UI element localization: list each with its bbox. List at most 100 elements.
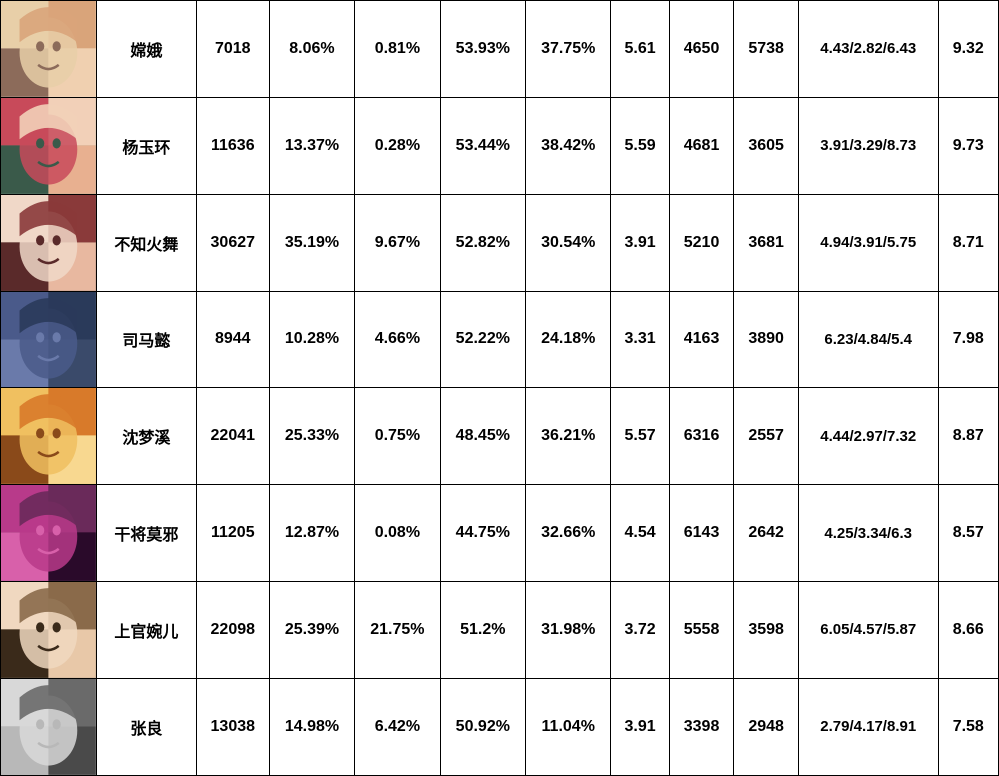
hero-avatar [1, 485, 96, 581]
stat-9: 4.43/2.82/6.43 [798, 1, 938, 98]
stat-2: 8.06% [269, 1, 354, 98]
hero-avatar-cell [1, 194, 97, 291]
stat-4: 53.93% [440, 1, 525, 98]
stat-9: 4.44/2.97/7.32 [798, 388, 938, 485]
hero-name: 干将莫邪 [96, 485, 196, 582]
stat-9: 4.25/3.34/6.3 [798, 485, 938, 582]
stat-6: 5.61 [611, 1, 669, 98]
stat-4: 50.92% [440, 678, 525, 775]
stat-8: 2948 [734, 678, 799, 775]
hero-name: 杨玉环 [96, 97, 196, 194]
stat-7: 4681 [669, 97, 734, 194]
stat-10: 8.87 [938, 388, 998, 485]
hero-avatar [1, 195, 96, 291]
stat-3: 6.42% [355, 678, 440, 775]
stat-10: 9.32 [938, 1, 998, 98]
stat-4: 44.75% [440, 485, 525, 582]
hero-name: 司马懿 [96, 291, 196, 388]
stat-2: 25.39% [269, 582, 354, 679]
stat-1: 11205 [196, 485, 269, 582]
hero-avatar [1, 98, 96, 194]
stat-3: 21.75% [355, 582, 440, 679]
stat-3: 4.66% [355, 291, 440, 388]
stat-3: 0.81% [355, 1, 440, 98]
stat-4: 48.45% [440, 388, 525, 485]
stat-9: 6.05/4.57/5.87 [798, 582, 938, 679]
stat-6: 5.59 [611, 97, 669, 194]
hero-avatar [1, 679, 96, 775]
stat-1: 13038 [196, 678, 269, 775]
hero-name: 张良 [96, 678, 196, 775]
stat-1: 8944 [196, 291, 269, 388]
stat-5: 36.21% [526, 388, 611, 485]
stat-5: 32.66% [526, 485, 611, 582]
stat-8: 3681 [734, 194, 799, 291]
stat-6: 3.72 [611, 582, 669, 679]
hero-name: 上官婉儿 [96, 582, 196, 679]
stat-1: 22098 [196, 582, 269, 679]
stat-7: 6316 [669, 388, 734, 485]
stat-6: 5.57 [611, 388, 669, 485]
stat-10: 7.58 [938, 678, 998, 775]
hero-stats-table: 嫦娥70188.06%0.81%53.93%37.75%5.6146505738… [0, 0, 999, 776]
stat-6: 3.31 [611, 291, 669, 388]
stat-2: 14.98% [269, 678, 354, 775]
stat-5: 30.54% [526, 194, 611, 291]
stat-8: 5738 [734, 1, 799, 98]
stat-9: 6.23/4.84/5.4 [798, 291, 938, 388]
hero-avatar-cell [1, 582, 97, 679]
stat-9: 3.91/3.29/8.73 [798, 97, 938, 194]
stat-7: 5558 [669, 582, 734, 679]
hero-name: 沈梦溪 [96, 388, 196, 485]
stat-5: 38.42% [526, 97, 611, 194]
stat-2: 13.37% [269, 97, 354, 194]
stat-7: 3398 [669, 678, 734, 775]
stat-2: 25.33% [269, 388, 354, 485]
table-row: 沈梦溪2204125.33%0.75%48.45%36.21%5.5763162… [1, 388, 999, 485]
stat-3: 9.67% [355, 194, 440, 291]
hero-name: 不知火舞 [96, 194, 196, 291]
hero-name: 嫦娥 [96, 1, 196, 98]
stat-7: 5210 [669, 194, 734, 291]
stat-7: 4650 [669, 1, 734, 98]
stat-3: 0.28% [355, 97, 440, 194]
stat-3: 0.75% [355, 388, 440, 485]
stat-2: 35.19% [269, 194, 354, 291]
hero-avatar [1, 292, 96, 388]
stat-4: 51.2% [440, 582, 525, 679]
stat-7: 6143 [669, 485, 734, 582]
stat-10: 8.66 [938, 582, 998, 679]
table-row: 张良1303814.98%6.42%50.92%11.04%3.91339829… [1, 678, 999, 775]
stat-3: 0.08% [355, 485, 440, 582]
stat-6: 3.91 [611, 194, 669, 291]
hero-avatar-cell [1, 485, 97, 582]
hero-avatar-cell [1, 97, 97, 194]
stat-1: 22041 [196, 388, 269, 485]
stat-6: 4.54 [611, 485, 669, 582]
table-row: 干将莫邪1120512.87%0.08%44.75%32.66%4.546143… [1, 485, 999, 582]
hero-avatar [1, 1, 96, 97]
hero-avatar-cell [1, 678, 97, 775]
stat-1: 30627 [196, 194, 269, 291]
stat-1: 7018 [196, 1, 269, 98]
stat-10: 9.73 [938, 97, 998, 194]
hero-avatar-cell [1, 388, 97, 485]
table-row: 司马懿894410.28%4.66%52.22%24.18%3.31416338… [1, 291, 999, 388]
stat-5: 24.18% [526, 291, 611, 388]
hero-avatar [1, 388, 96, 484]
stat-8: 3890 [734, 291, 799, 388]
table-row: 嫦娥70188.06%0.81%53.93%37.75%5.6146505738… [1, 1, 999, 98]
stat-7: 4163 [669, 291, 734, 388]
stat-8: 2642 [734, 485, 799, 582]
stat-4: 53.44% [440, 97, 525, 194]
hero-avatar [1, 582, 96, 678]
stat-9: 2.79/4.17/8.91 [798, 678, 938, 775]
stat-10: 8.71 [938, 194, 998, 291]
stat-6: 3.91 [611, 678, 669, 775]
stat-1: 11636 [196, 97, 269, 194]
stat-8: 3605 [734, 97, 799, 194]
stat-8: 3598 [734, 582, 799, 679]
stat-5: 31.98% [526, 582, 611, 679]
stat-2: 10.28% [269, 291, 354, 388]
stat-2: 12.87% [269, 485, 354, 582]
